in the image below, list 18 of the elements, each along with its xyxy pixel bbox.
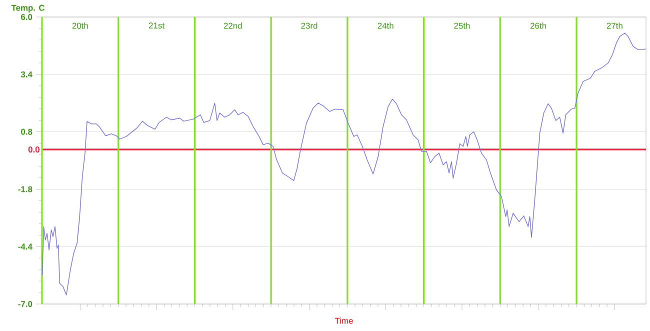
x-axis-title: Time [334, 318, 353, 324]
x-tick-label: 24th [378, 22, 394, 29]
ref-line-label: 0.0 [28, 146, 40, 152]
line-series [42, 32, 646, 296]
x-tick-label: 21st [148, 22, 164, 28]
y-tick-label: 6.0 [21, 14, 32, 20]
x-tick-label: 26th [530, 22, 546, 29]
x-tick-label: 23rd [301, 22, 318, 29]
y-tick-label: 3.4 [20, 71, 32, 78]
y-tick-label: 0.8 [21, 128, 32, 135]
y-tick-label: -4.4 [18, 244, 32, 250]
y-tick-label: -7.0 [18, 301, 32, 307]
x-tick-label: 25th [454, 22, 470, 29]
x-tick-label: 20th [72, 22, 88, 29]
y-axis-title: Temp. C [11, 4, 45, 12]
x-tick-label: 27th [606, 22, 622, 29]
y-tick-label: -1.8 [18, 186, 32, 192]
x-tick-label: 22nd [224, 22, 242, 29]
